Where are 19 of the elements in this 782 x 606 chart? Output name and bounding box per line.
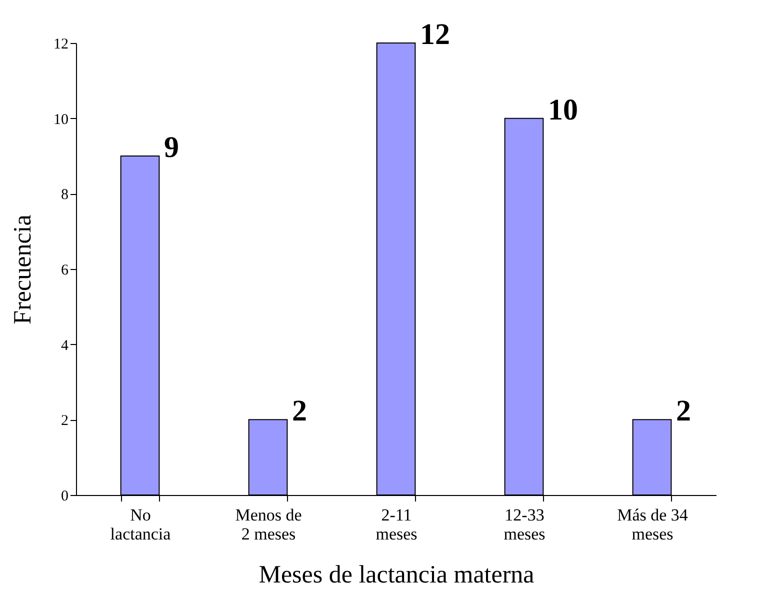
y-tick-label: 12: [54, 36, 68, 52]
x-tick-label: 12-33 meses: [504, 506, 546, 544]
data-label: 10: [548, 93, 578, 126]
x-tick-label: 2-11 meses: [376, 506, 418, 544]
y-tick-label: 4: [61, 338, 69, 354]
y-tick-label: 6: [61, 262, 69, 278]
y-tick-label: 8: [61, 187, 68, 204]
x-axis-title: Meses de lactancia materna: [258, 562, 534, 588]
y-tick-label: 10: [54, 112, 68, 128]
x-tick-label: No lactancia: [110, 506, 172, 544]
y-tick-label: 0: [61, 488, 68, 504]
data-label: 9: [164, 131, 179, 164]
y-axis-title: Frecuencia: [10, 214, 36, 324]
data-label: 12: [420, 18, 450, 51]
y-tick-label: 2: [61, 413, 68, 430]
data-label: 2: [676, 394, 691, 428]
x-tick-label: Menos de 2 meses: [235, 506, 302, 544]
data-label: 2: [292, 394, 307, 428]
x-tick-label: Más de 34 meses: [617, 506, 688, 544]
